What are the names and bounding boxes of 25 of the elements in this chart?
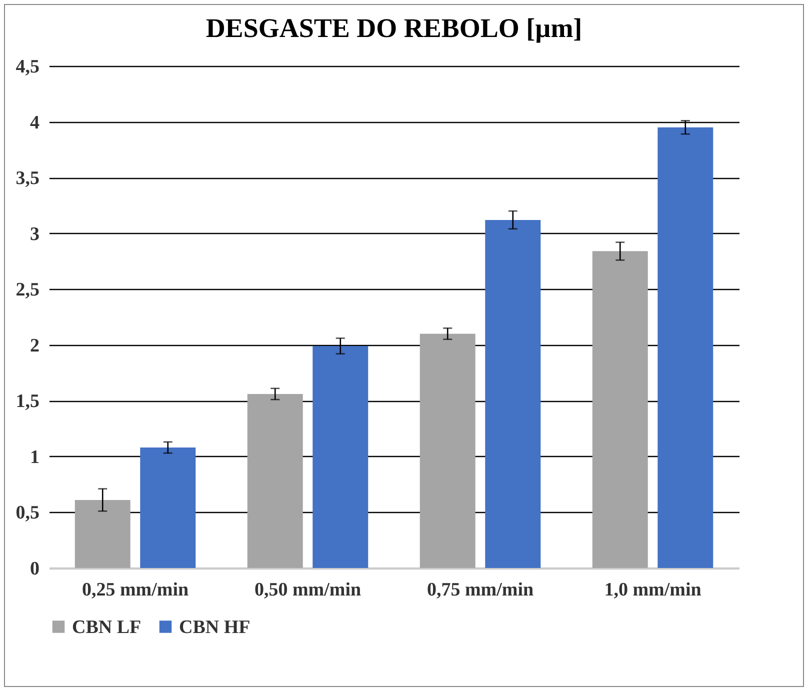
y-tick-label: 1,5 (16, 391, 40, 412)
x-tick-label: 0,25 mm/min (82, 580, 189, 600)
bar (247, 394, 303, 568)
x-tick-label: 1,0 mm/min (604, 580, 702, 600)
bar (140, 448, 196, 568)
y-tick-label: 0,5 (16, 502, 40, 524)
bar (420, 334, 476, 568)
y-tick-label: 3 (30, 224, 40, 245)
x-tick-label: 0,75 mm/min (426, 580, 534, 600)
chart-title: DESGASTE DO REBOLO [µm] (206, 13, 582, 43)
legend-label: CBN HF (179, 616, 250, 638)
y-tick-label: 4,5 (16, 56, 40, 78)
x-tick-label: 0,50 mm/min (254, 580, 362, 600)
bar (592, 251, 648, 568)
y-tick-label: 0 (30, 558, 40, 580)
bar (658, 127, 714, 568)
bar (74, 500, 130, 568)
y-tick-label: 1 (30, 446, 40, 468)
y-tick-label: 4 (30, 112, 40, 134)
y-tick-label: 3,5 (16, 168, 40, 190)
bar (485, 220, 541, 568)
y-tick-label: 2,5 (16, 280, 40, 301)
bar (312, 346, 368, 568)
y-tick-label: 2 (30, 335, 40, 356)
legend-label: CBN LF (72, 616, 142, 638)
